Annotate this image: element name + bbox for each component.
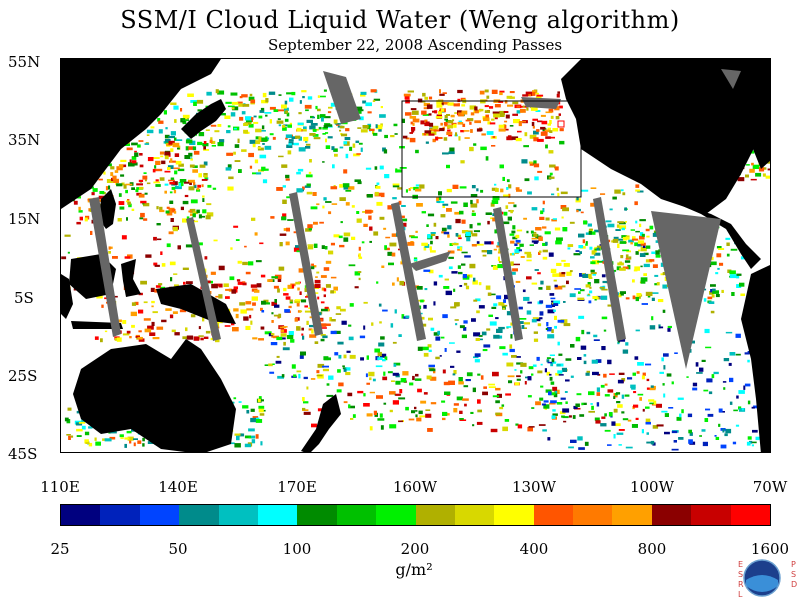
colorbar-label-400: 400 — [520, 540, 549, 558]
colorbar-label-50: 50 — [168, 540, 187, 558]
colorbar-segment — [258, 505, 297, 525]
cloud-liquid-water-map — [60, 58, 771, 453]
colorbar-label-100: 100 — [283, 540, 312, 558]
colorbar-segment — [534, 505, 573, 525]
colorbar-segment — [494, 505, 533, 525]
lon-label-160w: 160W — [393, 478, 437, 496]
map-subtitle: September 22, 2008 Ascending Passes — [0, 36, 800, 54]
colorbar-segment — [455, 505, 494, 525]
lat-label-35n: 35N — [8, 131, 40, 149]
colorbar-segment — [140, 505, 179, 525]
lon-label-170e: 170E — [277, 478, 317, 496]
colorbar-label-25: 25 — [50, 540, 69, 558]
colorbar-segment — [337, 505, 376, 525]
colorbar-segment — [297, 505, 336, 525]
colorbar-segment — [731, 505, 770, 525]
colorbar — [60, 504, 771, 526]
colorbar-segment — [100, 505, 139, 525]
map-graphic — [61, 59, 771, 453]
lat-label-55n: 55N — [8, 53, 40, 71]
lat-label-45s: 45S — [8, 445, 37, 463]
lat-label-25s: 25S — [8, 367, 37, 385]
lon-label-100w: 100W — [630, 478, 674, 496]
colorbar-segment — [652, 505, 691, 525]
lon-label-70w: 70W — [753, 478, 788, 496]
colorbar-segment — [376, 505, 415, 525]
noaa-logo — [738, 556, 786, 600]
map-title: SSM/I Cloud Liquid Water (Weng algorithm… — [0, 6, 800, 34]
colorbar-segment — [612, 505, 651, 525]
lon-label-140e: 140E — [158, 478, 198, 496]
colorbar-segment — [691, 505, 730, 525]
colorbar-segment — [573, 505, 612, 525]
lon-label-110e: 110E — [40, 478, 80, 496]
colorbar-segment — [219, 505, 258, 525]
colorbar-label-800: 800 — [638, 540, 667, 558]
lon-label-130w: 130W — [512, 478, 556, 496]
lat-label-15n: 15N — [8, 210, 40, 228]
colorbar-segment — [179, 505, 218, 525]
colorbar-segment — [416, 505, 455, 525]
colorbar-label-200: 200 — [401, 540, 430, 558]
lat-label-5s: 5S — [14, 289, 34, 307]
colorbar-units: g/m² — [395, 560, 432, 579]
colorbar-segment — [61, 505, 100, 525]
